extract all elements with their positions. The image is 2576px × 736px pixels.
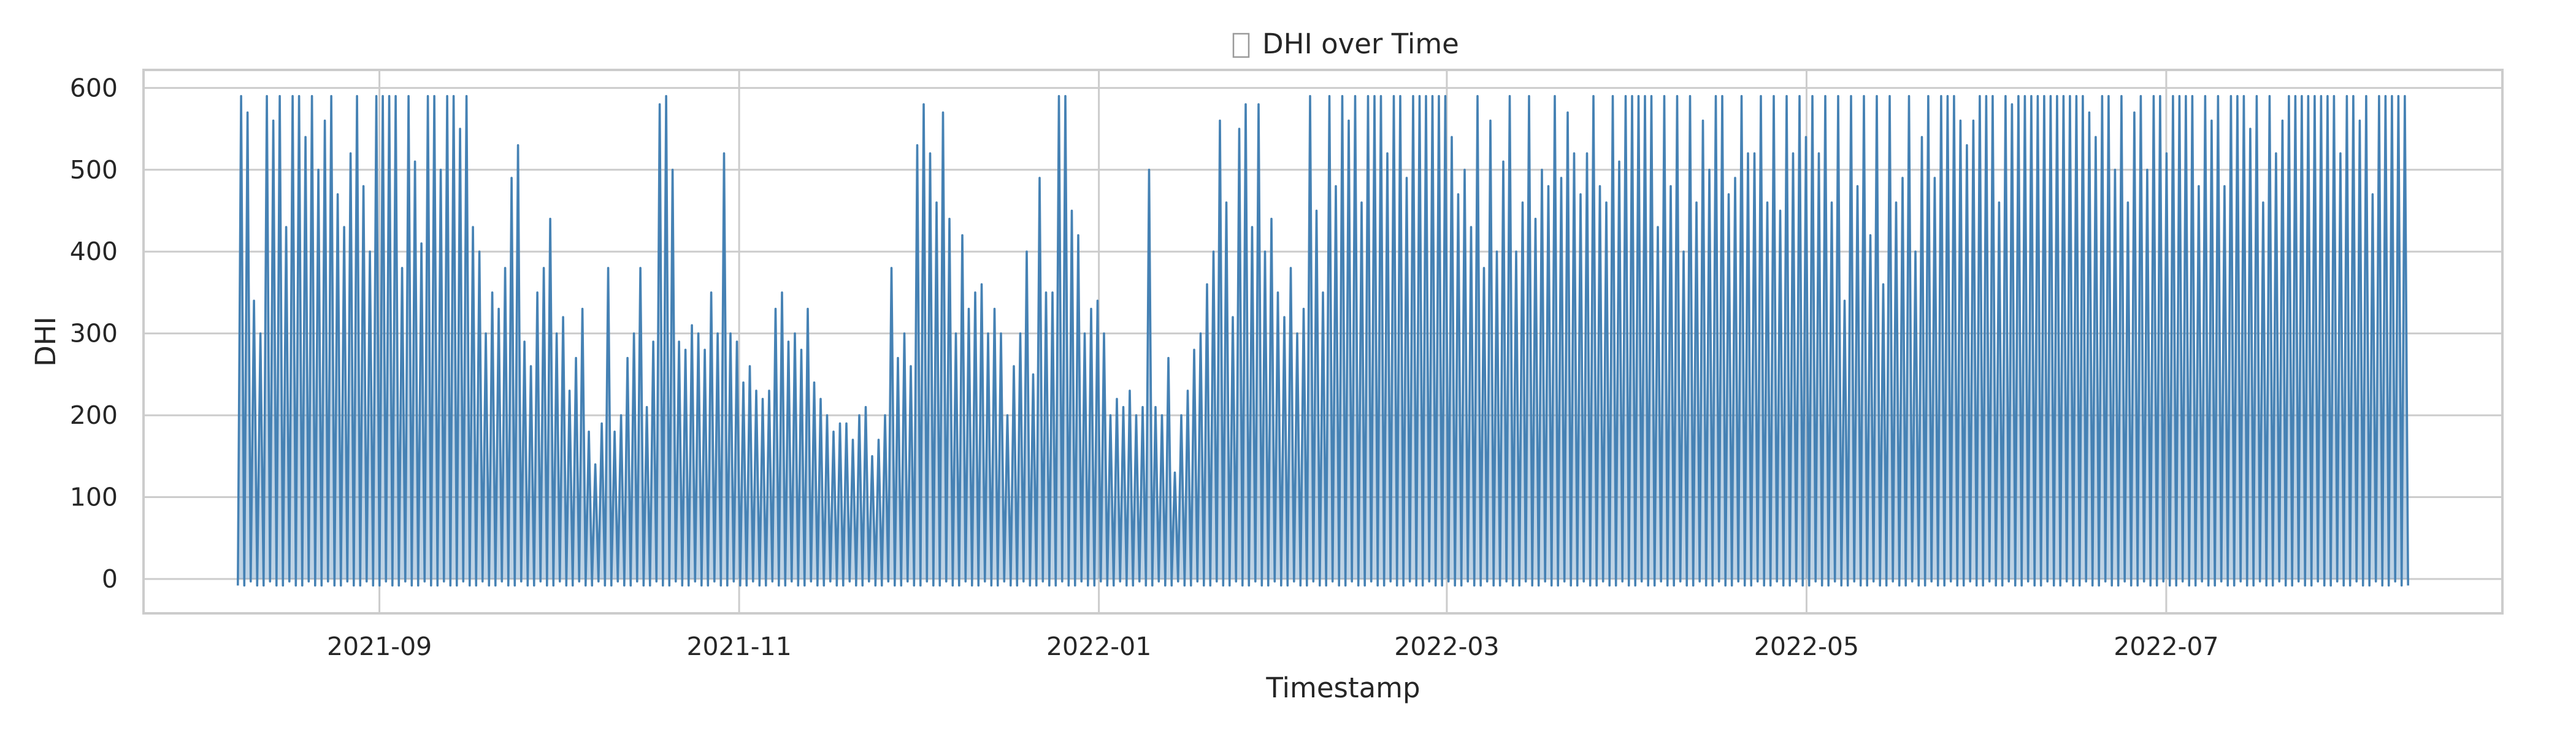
y-tick-label: 500 — [70, 155, 118, 185]
x-tick-label: 2022-07 — [2114, 632, 2218, 661]
x-axis-label: Timestamp — [1265, 672, 1420, 704]
chart-title: DHI over Time — [1262, 28, 1459, 60]
x-tick-label: 2022-03 — [1394, 632, 1499, 661]
x-tick-label: 2022-05 — [1754, 632, 1859, 661]
y-tick-label: 0 — [102, 564, 118, 594]
x-axis-ticks: 2021-09 2021-11 2022-01 2022-03 2022-05 2022-… — [327, 632, 2219, 661]
y-tick-label: 100 — [70, 483, 118, 512]
y-tick-label: 600 — [70, 73, 118, 102]
series-layer — [237, 94, 2409, 587]
y-tick-label: 200 — [70, 401, 118, 430]
y-axis-ticks: 0 100 200 300 400 500 600 — [70, 73, 118, 594]
y-axis-label: DHI — [29, 316, 62, 367]
x-tick-label: 2021-11 — [686, 632, 791, 661]
x-tick-label: 2021-09 — [327, 632, 432, 661]
plot-frame — [142, 69, 2504, 615]
missing-glyph-icon — [1232, 33, 1250, 58]
dhi-series-density — [237, 96, 2409, 586]
y-tick-label: 400 — [70, 237, 118, 266]
x-tick-label: 2022-01 — [1046, 632, 1151, 661]
dhi-series-line — [237, 94, 2409, 587]
y-tick-label: 300 — [70, 319, 118, 348]
chart-title-group: DHI over Time — [1232, 28, 1459, 60]
